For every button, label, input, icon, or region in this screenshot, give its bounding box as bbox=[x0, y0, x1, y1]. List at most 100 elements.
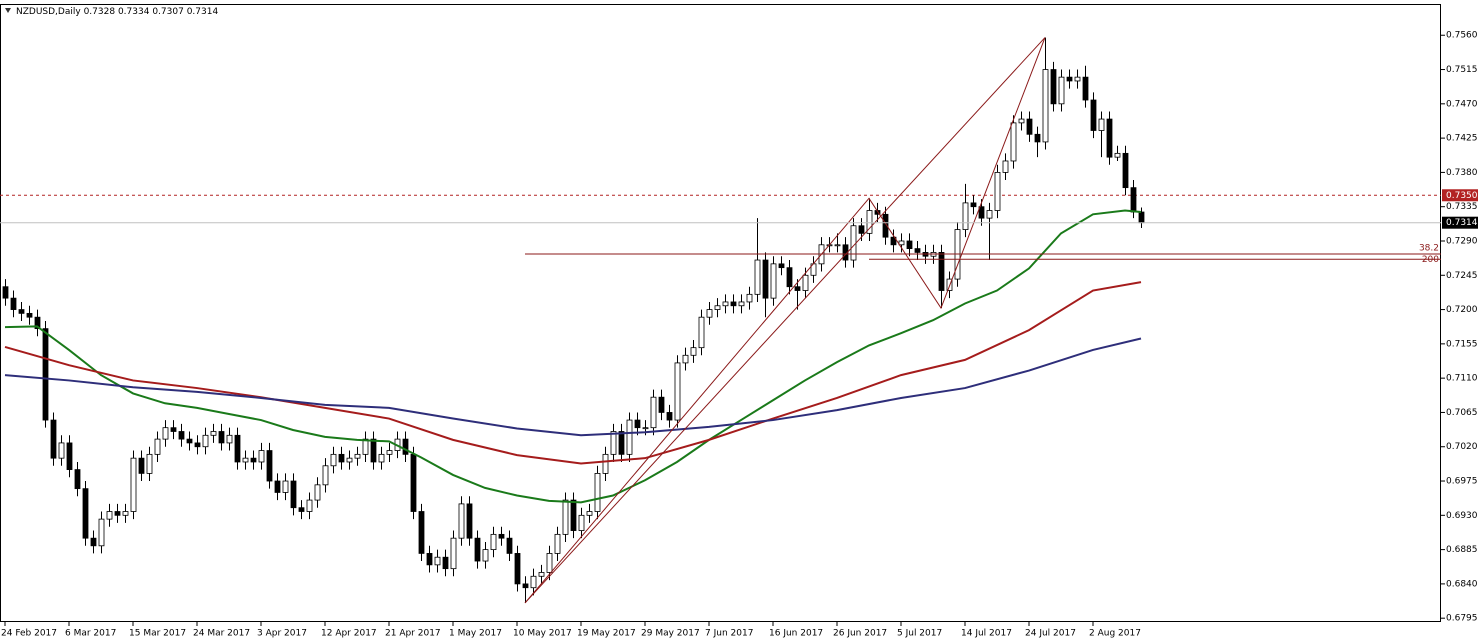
candle-body bbox=[42, 328, 49, 421]
candle-body bbox=[242, 457, 249, 463]
x-tick-label: 24 Jul 2017 bbox=[1025, 629, 1076, 639]
candle-body bbox=[98, 518, 105, 547]
candle-body bbox=[194, 442, 201, 448]
candle-body bbox=[858, 225, 865, 234]
candle-body bbox=[578, 514, 585, 531]
y-tick-label: 0.7335 bbox=[1446, 202, 1478, 212]
candle-body bbox=[74, 469, 81, 490]
candle-body bbox=[882, 213, 889, 238]
candle-body bbox=[418, 511, 425, 554]
y-tick-label: 0.7200 bbox=[1446, 305, 1478, 315]
candle-body bbox=[1130, 187, 1137, 213]
candle-body bbox=[530, 575, 537, 589]
candle-body bbox=[154, 438, 161, 455]
zigzag-line bbox=[524, 37, 1046, 604]
y-tick-label: 0.6840 bbox=[1446, 579, 1478, 589]
moving-average bbox=[4, 209, 1142, 504]
candle-body bbox=[186, 438, 193, 444]
x-tick-label: 24 Feb 2017 bbox=[1, 629, 57, 639]
candle-body bbox=[146, 453, 153, 474]
candle-body bbox=[162, 427, 169, 440]
candle-body bbox=[274, 480, 281, 493]
fib-label: 38.2 bbox=[1419, 243, 1439, 253]
candle-body bbox=[666, 412, 673, 421]
candle-body bbox=[962, 202, 969, 230]
candle-body bbox=[1042, 69, 1049, 143]
candle-body bbox=[682, 354, 689, 364]
level-label: 0.7350 bbox=[1446, 191, 1478, 201]
moving-average bbox=[4, 337, 1142, 437]
candle-body bbox=[546, 553, 553, 573]
candle-body bbox=[586, 511, 593, 516]
candle-body bbox=[1098, 118, 1105, 131]
candle-body bbox=[738, 301, 745, 307]
candle-body bbox=[642, 427, 649, 430]
moving-average bbox=[4, 281, 1142, 465]
candle-body bbox=[850, 225, 857, 261]
candle-body bbox=[770, 263, 777, 299]
x-tick-label: 10 May 2017 bbox=[513, 629, 572, 639]
y-tick-label: 0.7290 bbox=[1446, 236, 1478, 246]
candle-body bbox=[706, 309, 713, 318]
candle-body bbox=[938, 252, 945, 291]
candle-body bbox=[322, 465, 329, 486]
x-tick-label: 14 Jul 2017 bbox=[961, 629, 1012, 639]
candle-body bbox=[794, 286, 801, 291]
candle-body bbox=[1074, 76, 1081, 82]
candle-body bbox=[906, 240, 913, 250]
candle-body bbox=[338, 453, 345, 463]
y-tick-label: 0.7065 bbox=[1446, 408, 1478, 418]
candle-body bbox=[114, 511, 121, 516]
x-tick-label: 15 Mar 2017 bbox=[129, 629, 186, 639]
plot-frame bbox=[0, 4, 1441, 622]
header-close: 0.7314 bbox=[187, 7, 219, 17]
candle-body bbox=[970, 202, 977, 208]
candle-body bbox=[354, 453, 361, 459]
candle-body bbox=[1002, 160, 1009, 173]
candle-body bbox=[170, 427, 177, 432]
candle-body bbox=[514, 553, 521, 585]
price-badge bbox=[1442, 216, 1478, 229]
x-tick-label: 3 Apr 2017 bbox=[257, 629, 307, 639]
candle-body bbox=[202, 434, 209, 448]
candle-body bbox=[266, 450, 273, 482]
price-label: 0.7314 bbox=[1446, 218, 1478, 228]
x-tick-label: 12 Apr 2017 bbox=[321, 629, 377, 639]
candle-body bbox=[1122, 152, 1129, 189]
candle-body bbox=[674, 362, 681, 421]
candle-body bbox=[426, 553, 433, 566]
candle-body bbox=[466, 503, 473, 539]
y-tick-label: 0.7380 bbox=[1446, 168, 1478, 178]
candle-body bbox=[1138, 211, 1145, 224]
candle-body bbox=[986, 210, 993, 219]
x-tick-label: 24 Mar 2017 bbox=[193, 629, 250, 639]
candle-body bbox=[746, 293, 753, 303]
candle-body bbox=[258, 450, 265, 463]
candle-body bbox=[1010, 122, 1017, 162]
candle-body bbox=[50, 419, 57, 459]
candle-body bbox=[370, 438, 377, 463]
y-tick-label: 0.7425 bbox=[1446, 134, 1478, 144]
candle-body bbox=[122, 511, 129, 516]
candle-body bbox=[538, 572, 545, 577]
x-tick-label: 19 May 2017 bbox=[577, 629, 636, 639]
x-tick-label: 21 Apr 2017 bbox=[385, 629, 441, 639]
candle-body bbox=[106, 511, 113, 520]
candle-body bbox=[562, 499, 569, 535]
candle-body bbox=[978, 206, 985, 219]
candle-body bbox=[58, 442, 65, 459]
candle-body bbox=[314, 484, 321, 501]
y-tick-label: 0.6795 bbox=[1446, 614, 1478, 624]
candle-body bbox=[866, 210, 873, 234]
candle-body bbox=[458, 503, 465, 539]
candle-body bbox=[762, 259, 769, 299]
candle-body bbox=[442, 556, 449, 570]
candle-body bbox=[450, 537, 457, 570]
candle-body bbox=[722, 301, 729, 307]
candle-body bbox=[210, 431, 217, 436]
header-open: 0.7328 bbox=[84, 7, 116, 17]
candle-body bbox=[330, 453, 337, 467]
candle-body bbox=[34, 316, 41, 330]
candle-body bbox=[730, 301, 737, 307]
